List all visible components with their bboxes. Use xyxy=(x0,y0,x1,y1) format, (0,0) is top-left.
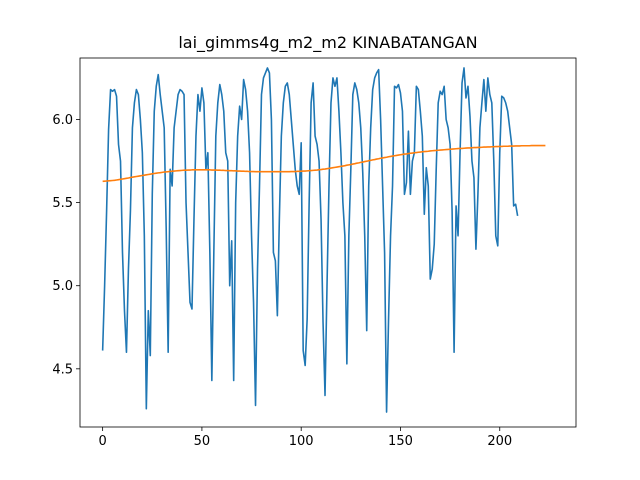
y-tick-label: 5.0 xyxy=(52,279,73,294)
y-tick-label: 5.5 xyxy=(52,196,73,211)
series-line-2 xyxy=(102,144,546,183)
y-tick-label: 6.0 xyxy=(52,113,73,128)
y-axis-ticks: 4.5 5.0 5.5 6.0 xyxy=(52,113,80,377)
y-tick-label: 4.5 xyxy=(52,362,73,377)
series-line-1 xyxy=(101,67,519,413)
x-tick-label: 150 xyxy=(388,434,413,449)
x-tick-label: 0 xyxy=(98,434,106,449)
x-tick-label: 100 xyxy=(289,434,314,449)
plot-frame xyxy=(79,57,577,428)
series-layer xyxy=(101,67,546,413)
chart-title: lai_gimms4g_m2_m2 KINABATANGAN xyxy=(178,33,477,53)
x-tick-label: 50 xyxy=(194,434,211,449)
x-tick-label: 200 xyxy=(487,434,512,449)
x-axis-ticks: 0 50 100 150 200 xyxy=(98,427,512,449)
